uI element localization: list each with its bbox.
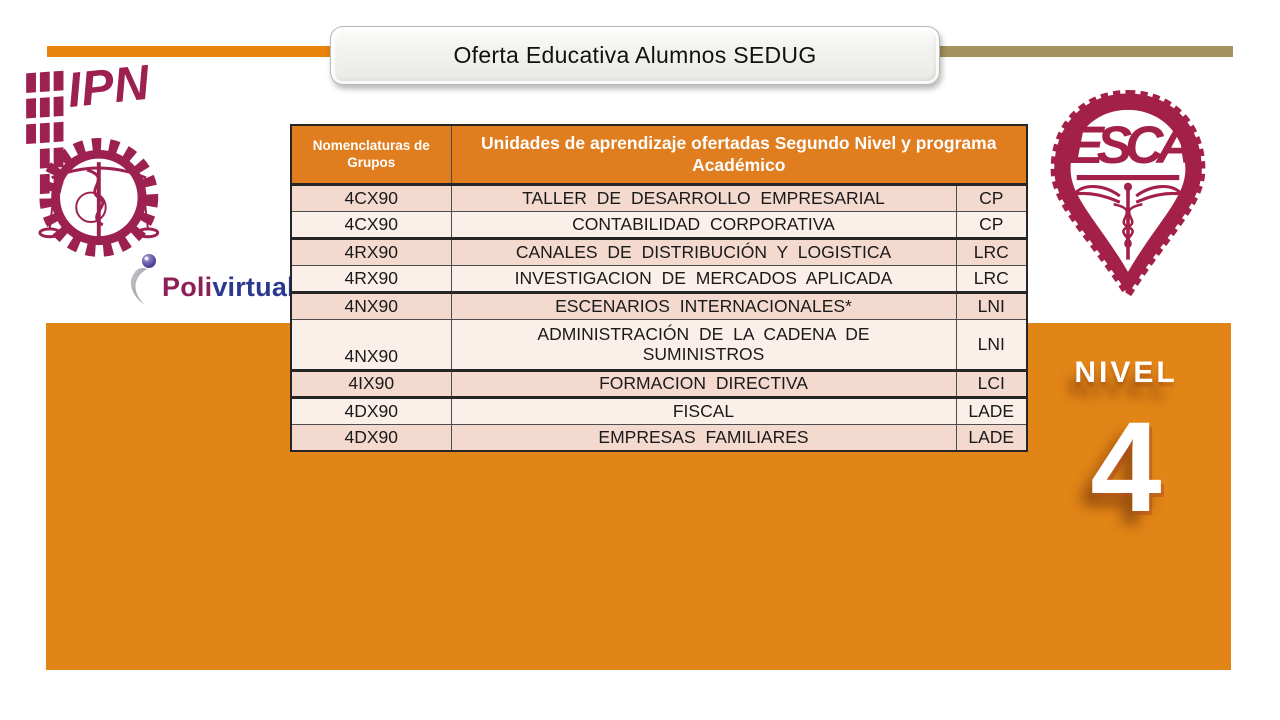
offer-table: Nomenclaturas de Grupos Unidades de apre… (290, 124, 1028, 452)
table-row: 4RX90 CANALES DE DISTRIBUCIÓN Y LOGISTICA… (290, 237, 1028, 266)
ipn-scale-pan-right (136, 227, 160, 239)
program-cell: LADE (955, 423, 1028, 452)
course-cell: INVESTIGACION DE MERCADOS APLICADA (450, 264, 957, 294)
group-code-cell: 4NX90 (290, 291, 452, 320)
program-cell: LCI (955, 369, 1028, 399)
course-cell: FISCAL (450, 396, 957, 425)
ipn-logo-icon: IPN (26, 60, 160, 257)
polivirtual-figure-icon (130, 254, 156, 305)
title-accent-bar-left (47, 46, 331, 57)
esca-logo-icon: ESCA (1050, 89, 1206, 302)
group-code-cell: 4DX90 (290, 396, 452, 425)
course-cell: CONTABILIDAD CORPORATIVA (450, 210, 957, 240)
esca-caduceus (1071, 182, 1185, 260)
esca-letters: ESCA (1068, 116, 1191, 175)
table-row: 4CX90 CONTABILIDAD CORPORATIVA CP (290, 210, 1028, 240)
table-row: 4NX90 ESCENARIOS INTERNACIONALES* LNI (290, 291, 1028, 320)
slide-title: Oferta Educativa Alumnos SEDUG (453, 42, 817, 68)
offer-table-body: 4CX90 TALLER DE DESARROLLO EMPRESARIAL CP 4… (290, 183, 1028, 452)
group-code-cell: 4RX90 (290, 264, 452, 294)
course-cell: TALLER DE DESARROLLO EMPRESARIAL (450, 183, 957, 212)
table-row: 4CX90 TALLER DE DESARROLLO EMPRESARIAL CP (290, 183, 1028, 212)
group-code-cell: 4CX90 (290, 183, 452, 212)
program-cell: LNI (955, 291, 1028, 320)
table-row: 4DX90 FISCAL LADE (290, 396, 1028, 425)
course-cell: EMPRESAS FAMILIARES (450, 423, 957, 452)
table-row: 4IX90 FORMACION DIRECTIVA LCI (290, 369, 1028, 399)
ipn-letters: IPN (65, 60, 154, 118)
header-unidades: Unidades de aprendizaje ofertadas Segund… (450, 124, 1028, 186)
table-row: 4DX90 EMPRESAS FAMILIARES LADE (290, 423, 1028, 452)
course-cell: ADMINISTRACIÓN DE LA CADENA DE SUMINISTR… (450, 318, 957, 372)
group-code-cell: 4DX90 (290, 423, 452, 452)
course-cell: FORMACION DIRECTIVA (450, 369, 957, 399)
course-cell: CANALES DE DISTRIBUCIÓN Y LOGISTICA (450, 237, 957, 266)
level-number: 4 (1090, 396, 1162, 539)
ipn-snake (86, 168, 105, 227)
group-code-cell: 4RX90 (290, 237, 452, 266)
program-cell: LRC (955, 264, 1028, 294)
level-label: NIVEL (1074, 356, 1178, 389)
table-row: 4NX90 ADMINISTRACIÓN DE LA CADENA DE SUMI… (290, 318, 1028, 372)
polivirtual-text-virtual: virtual (212, 272, 295, 302)
ipn-gear-teeth (39, 138, 159, 257)
polivirtual-logo: Poli virtual (120, 250, 295, 310)
ipn-scale-pan-left (38, 227, 62, 239)
group-code-cell: 4NX90 (290, 318, 452, 372)
level-block: NIVEL 4 (1026, 356, 1226, 532)
ipn-globe (75, 191, 107, 223)
header-nomenclaturas: Nomenclaturas de Grupos (290, 124, 452, 186)
title-button: Oferta Educativa Alumnos SEDUG (330, 26, 940, 85)
program-cell: CP (955, 210, 1028, 240)
table-row: 4RX90 INVESTIGACION DE MERCADOS APLICADA L… (290, 264, 1028, 294)
group-code-cell: 4IX90 (290, 369, 452, 399)
group-code-cell: 4CX90 (290, 210, 452, 240)
program-cell: LNI (955, 318, 1028, 372)
program-cell: LADE (955, 396, 1028, 425)
title-accent-bar-right (939, 46, 1233, 57)
course-cell: ESCENARIOS INTERNACIONALES* (450, 291, 957, 320)
program-cell: LRC (955, 237, 1028, 266)
table-header-row: Nomenclaturas de Grupos Unidades de apre… (290, 124, 1028, 186)
program-cell: CP (955, 183, 1028, 212)
polivirtual-text-poli: Poli (162, 272, 213, 302)
